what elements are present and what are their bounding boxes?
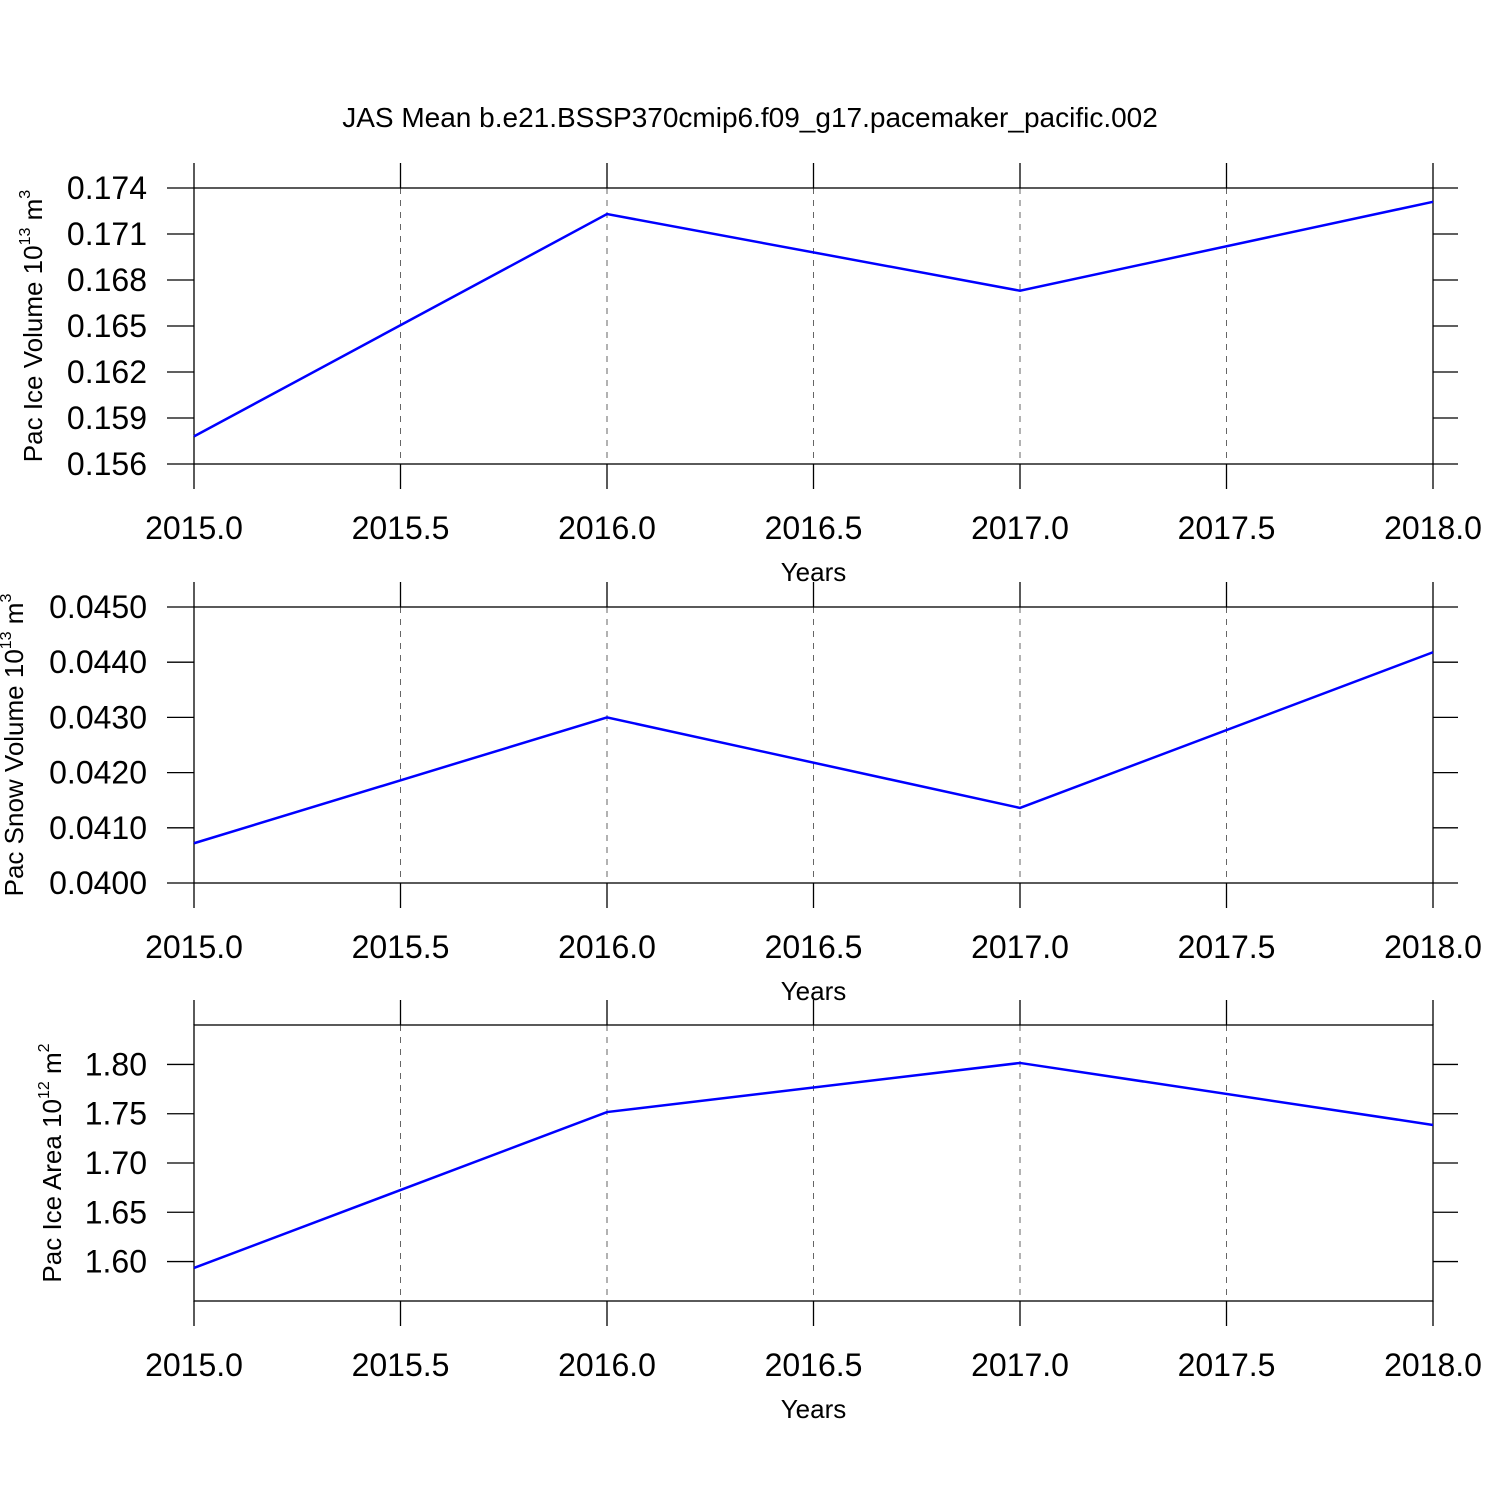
x-tick-label: 2017.0 bbox=[971, 929, 1069, 965]
y-tick-label: 0.0410 bbox=[49, 810, 147, 846]
y-tick-label: 1.65 bbox=[85, 1194, 147, 1230]
x-tick-label: 2016.5 bbox=[765, 510, 863, 546]
x-tick-label: 2015.5 bbox=[352, 510, 450, 546]
y-axis-label-part: m bbox=[37, 1052, 67, 1081]
x-tick-label: 2017.0 bbox=[971, 510, 1069, 546]
x-tick-label: 2018.0 bbox=[1384, 929, 1482, 965]
x-tick-label: 2016.0 bbox=[558, 1347, 656, 1383]
data-line bbox=[193, 200, 1434, 438]
y-axis-label: Pac Snow Volume 1013 m3 bbox=[0, 594, 29, 897]
x-axis-label: Years bbox=[781, 1394, 847, 1424]
y-axis-label-part: m bbox=[0, 603, 29, 632]
y-axis-label-part: 12 bbox=[36, 1081, 53, 1099]
plot-frame bbox=[193, 606, 1434, 884]
x-tick-label: 2017.5 bbox=[1178, 510, 1276, 546]
x-tick-label: 2015.0 bbox=[145, 1347, 243, 1383]
x-tick-label: 2015.5 bbox=[352, 929, 450, 965]
y-tick-label: 1.60 bbox=[85, 1244, 147, 1280]
y-tick-label: 0.0450 bbox=[49, 589, 147, 625]
x-tick-label: 2017.0 bbox=[971, 1347, 1069, 1383]
y-tick-label: 1.75 bbox=[85, 1096, 147, 1132]
x-tick-label: 2018.0 bbox=[1384, 1347, 1482, 1383]
x-tick-label: 2016.0 bbox=[558, 929, 656, 965]
x-tick-label: 2015.0 bbox=[145, 510, 243, 546]
y-tick-label: 0.171 bbox=[67, 216, 147, 252]
x-tick-label: 2018.0 bbox=[1384, 510, 1482, 546]
y-tick-label: 0.0430 bbox=[49, 699, 147, 735]
y-tick-label: 0.174 bbox=[67, 170, 147, 206]
y-axis-label: Pac Ice Area 1012 m2 bbox=[36, 1043, 67, 1282]
plot-frame bbox=[193, 187, 1434, 465]
x-tick-label: 2016.5 bbox=[765, 929, 863, 965]
y-axis-label-part: 13 bbox=[17, 227, 34, 245]
y-tick-label: 0.168 bbox=[67, 262, 147, 298]
x-tick-label: 2016.0 bbox=[558, 510, 656, 546]
y-axis-label-part: Pac Snow Volume 10 bbox=[0, 649, 29, 896]
y-axis-label-part: m bbox=[18, 199, 48, 228]
x-tick-label: 2015.5 bbox=[352, 1347, 450, 1383]
data-line bbox=[193, 651, 1434, 845]
y-axis-label-part: Pac Ice Volume 10 bbox=[18, 245, 48, 462]
y-axis-label: Pac Ice Volume 1013 m3 bbox=[17, 190, 48, 463]
data-line bbox=[193, 1061, 1434, 1270]
y-axis-label-part: 3 bbox=[17, 190, 34, 199]
y-axis-label-part: Pac Ice Area 10 bbox=[37, 1099, 67, 1283]
x-tick-label: 2016.5 bbox=[765, 1347, 863, 1383]
x-tick-label: 2017.5 bbox=[1178, 1347, 1276, 1383]
y-axis-label-part: 2 bbox=[36, 1043, 53, 1052]
x-tick-label: 2015.0 bbox=[145, 929, 243, 965]
y-tick-label: 0.0440 bbox=[49, 644, 147, 680]
y-tick-label: 0.159 bbox=[67, 400, 147, 436]
y-tick-label: 0.162 bbox=[67, 354, 147, 390]
y-tick-label: 0.0420 bbox=[49, 755, 147, 791]
figure-title: JAS Mean b.e21.BSSP370cmip6.f09_g17.pace… bbox=[342, 102, 1158, 133]
y-axis-label-part: 13 bbox=[0, 631, 15, 649]
y-axis-label-part: 3 bbox=[0, 594, 15, 603]
y-tick-label: 1.70 bbox=[85, 1145, 147, 1181]
plot-frame bbox=[193, 1024, 1434, 1302]
y-tick-label: 0.0400 bbox=[49, 865, 147, 901]
y-tick-label: 0.156 bbox=[67, 446, 147, 482]
x-tick-label: 2017.5 bbox=[1178, 929, 1276, 965]
y-tick-label: 1.80 bbox=[85, 1046, 147, 1082]
y-tick-label: 0.165 bbox=[67, 308, 147, 344]
